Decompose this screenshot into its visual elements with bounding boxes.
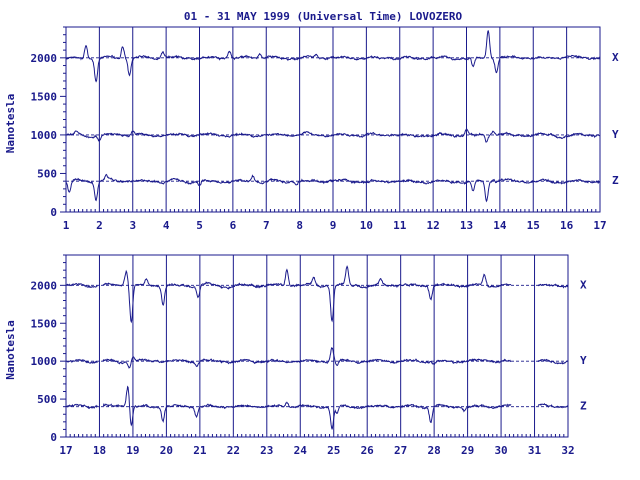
x-tick-label: 12 bbox=[427, 219, 440, 232]
x-tick-label: 11 bbox=[393, 219, 407, 232]
y-tick-label: 0 bbox=[50, 206, 57, 219]
x-tick-label: 17 bbox=[593, 219, 606, 232]
series-line-y bbox=[65, 358, 98, 365]
y-tick-label: 2000 bbox=[31, 52, 58, 65]
x-tick-label: 7 bbox=[263, 219, 270, 232]
x-tick-label: 30 bbox=[494, 444, 507, 457]
plot-frame bbox=[65, 254, 569, 438]
y-axis-label: Nanotesla bbox=[4, 94, 17, 154]
series-line-z bbox=[65, 173, 601, 203]
x-tick-label: 2 bbox=[96, 219, 103, 232]
series-line-z bbox=[102, 385, 512, 430]
series-line-y bbox=[537, 358, 569, 365]
y-axis-label: Nanotesla bbox=[4, 320, 17, 380]
x-tick-label: 14 bbox=[493, 219, 507, 232]
series-label-y: Y bbox=[612, 128, 619, 141]
panel-1: 1 2 3 4 5 6 7 8 9 10 11 12 13 14 15 16 17050010001500200… bbox=[4, 26, 619, 232]
series-line-x bbox=[65, 30, 601, 83]
y-tick-label: 2000 bbox=[31, 279, 58, 292]
x-tick-label: 28 bbox=[428, 444, 441, 457]
x-tick-label: 17 bbox=[59, 444, 72, 457]
series-line-z bbox=[65, 403, 98, 410]
x-tick-label: 1 bbox=[63, 219, 70, 232]
series-line-z bbox=[537, 402, 569, 409]
x-tick-label: 29 bbox=[461, 444, 474, 457]
y-tick-label: 1000 bbox=[31, 355, 58, 368]
series-line-y bbox=[102, 347, 512, 369]
panel-2: 17 18 19 20 21 22 23 24 25 26 27 28 29 30 31 32 0 500 1000… bbox=[4, 254, 587, 457]
y-tick-label: 1500 bbox=[31, 317, 58, 330]
y-tick-label: 1000 bbox=[31, 129, 58, 142]
series-label-z: Z bbox=[580, 400, 587, 413]
x-tick-label: 23 bbox=[260, 444, 273, 457]
chart-title: 01 - 31 MAY 1999 (Universal Time) LOVOZE… bbox=[184, 10, 463, 23]
y-tick-label: 1500 bbox=[31, 90, 58, 103]
x-tick-label: 3 bbox=[129, 219, 136, 232]
series-label-x: X bbox=[612, 51, 619, 64]
series-line-x bbox=[537, 283, 569, 289]
x-tick-label: 5 bbox=[196, 219, 203, 232]
x-tick-label: 6 bbox=[230, 219, 237, 232]
x-tick-label: 4 bbox=[163, 219, 170, 232]
series-line-x bbox=[102, 265, 512, 324]
x-tick-label: 15 bbox=[527, 219, 540, 232]
y-tick-label: 0 bbox=[50, 431, 57, 444]
series-line-x bbox=[65, 282, 98, 289]
x-tick-label: 13 bbox=[460, 219, 473, 232]
x-tick-label: 27 bbox=[394, 444, 407, 457]
y-tick-label: 500 bbox=[37, 167, 57, 180]
x-tick-label: 19 bbox=[126, 444, 139, 457]
x-tick-label: 31 bbox=[528, 444, 542, 457]
series-label-y: Y bbox=[580, 354, 587, 367]
x-tick-label: 32 bbox=[561, 444, 574, 457]
x-tick-label: 16 bbox=[560, 219, 574, 232]
x-tick-label: 8 bbox=[296, 219, 303, 232]
x-tick-label: 9 bbox=[330, 219, 337, 232]
series-line-y bbox=[65, 127, 601, 143]
x-tick-label: 18 bbox=[93, 444, 106, 457]
series-label-z: Z bbox=[612, 174, 619, 187]
x-tick-label: 21 bbox=[193, 444, 207, 457]
y-tick-label: 500 bbox=[37, 393, 57, 406]
chart-panels: 1 2 3 4 5 6 7 8 9 10 11 12 13 14 15 16 17050010001500200… bbox=[4, 26, 619, 457]
x-tick-label: 25 bbox=[327, 444, 340, 457]
series-label-x: X bbox=[580, 278, 587, 291]
x-tick-label: 22 bbox=[227, 444, 240, 457]
x-tick-label: 24 bbox=[294, 444, 308, 457]
x-tick-label: 20 bbox=[160, 444, 173, 457]
x-tick-label: 10 bbox=[360, 219, 373, 232]
x-tick-label: 26 bbox=[361, 444, 375, 457]
